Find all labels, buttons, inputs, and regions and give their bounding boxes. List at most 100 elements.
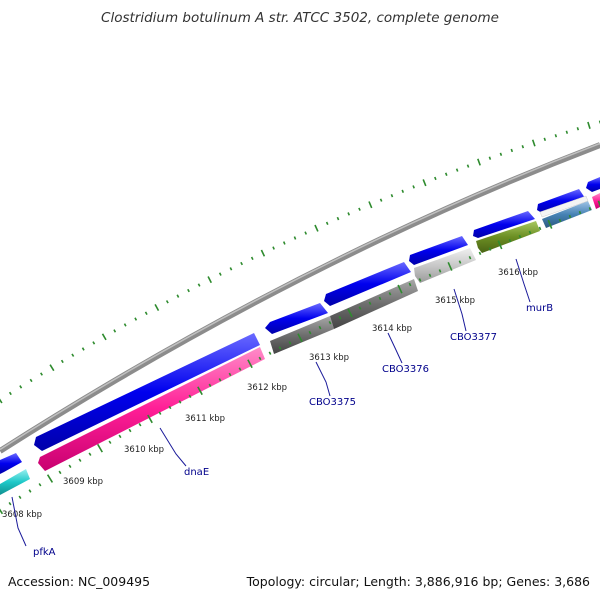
minor-tick (68, 464, 72, 469)
minor-tick (165, 300, 169, 304)
major-tick (477, 158, 481, 166)
kbp-label: 3609 kbp (63, 477, 103, 487)
minor-tick (250, 256, 254, 261)
cds-forward[interactable] (34, 333, 260, 451)
minor-tick (228, 372, 232, 377)
leader-line (453, 288, 467, 332)
minor-tick (218, 378, 222, 382)
minor-tick (28, 489, 32, 493)
minor-tick (568, 214, 572, 219)
major-tick (597, 200, 600, 208)
genome-backbone (0, 142, 600, 454)
kbp-label: 3614 kbp (372, 324, 412, 334)
minor-tick (401, 189, 405, 193)
minor-tick (108, 440, 112, 444)
gene-leader-lines (11, 258, 531, 547)
minor-tick (408, 282, 412, 287)
minor-tick (543, 137, 547, 142)
leader-line (515, 258, 531, 303)
major-tick (97, 443, 103, 453)
minor-tick (71, 353, 75, 357)
minor-tick (178, 400, 182, 404)
gene-CBO3375-feature[interactable] (270, 316, 334, 354)
cds-forward[interactable] (324, 262, 411, 306)
minor-tick (278, 346, 282, 350)
minor-tick (188, 394, 192, 398)
kbp-label: 3611 kbp (185, 414, 225, 424)
minor-tick (576, 127, 580, 131)
minor-tick (40, 372, 43, 376)
gene-steel-feature[interactable] (542, 201, 592, 228)
minor-tick (488, 247, 492, 251)
cds-forward[interactable] (586, 177, 600, 192)
minor-tick (187, 288, 190, 293)
minor-tick (528, 230, 532, 235)
major-tick (314, 224, 319, 232)
major-tick (0, 398, 3, 404)
minor-tick (113, 329, 117, 333)
minor-tick (378, 296, 382, 301)
major-tick (347, 308, 353, 318)
major-tick (247, 359, 253, 369)
minor-tick (338, 316, 342, 320)
minor-tick (388, 292, 392, 296)
gene-label-murB[interactable]: murB (526, 303, 553, 314)
kbp-label: 3615 kbp (435, 296, 475, 306)
gene-murB-feature[interactable] (476, 221, 540, 253)
minor-tick (318, 325, 322, 330)
minor-tick (368, 301, 372, 305)
genome-backbone-highlight (0, 142, 600, 451)
minor-tick (176, 294, 180, 298)
minor-tick (218, 272, 222, 276)
minor-tick (78, 458, 82, 462)
minor-tick (518, 234, 522, 239)
gene-dnaE-feature[interactable] (38, 347, 265, 471)
major-tick (368, 201, 373, 209)
gene-label-pfkA[interactable]: pfkA (33, 547, 56, 558)
feature-separator (539, 195, 589, 218)
minor-tick (8, 391, 12, 396)
minor-tick (434, 176, 437, 181)
cds-forward[interactable] (537, 189, 585, 213)
minor-tick (123, 323, 127, 327)
cds-forward[interactable] (473, 211, 535, 238)
minor-tick (208, 383, 212, 387)
gene-pfkA-feature[interactable] (0, 469, 30, 495)
minor-tick (229, 267, 233, 271)
major-tick (197, 386, 203, 396)
minor-tick (458, 260, 462, 264)
gene-label-dnaE[interactable]: dnaE (184, 467, 209, 478)
minor-tick (455, 168, 459, 172)
minor-tick (565, 130, 569, 134)
minor-tick (428, 273, 432, 278)
minor-tick (138, 422, 142, 427)
minor-tick (444, 172, 448, 176)
major-tick (531, 139, 536, 147)
gene-label-CBO3376[interactable]: CBO3376 (382, 364, 429, 375)
major-tick (587, 121, 591, 129)
minor-tick (197, 283, 201, 287)
kbp-label: 3608 kbp (2, 510, 42, 520)
minor-tick (347, 212, 351, 216)
minor-tick (379, 198, 383, 202)
gene-label-CBO3377[interactable]: CBO3377 (450, 332, 497, 343)
major-tick (422, 179, 427, 187)
leader-line (315, 361, 331, 397)
outer-tick-ring (0, 120, 600, 404)
cds-forward[interactable] (0, 453, 22, 474)
minor-tick (8, 501, 12, 506)
minor-tick (466, 164, 470, 168)
minor-tick (168, 405, 172, 410)
leader-line (159, 427, 187, 467)
minor-tick (92, 341, 96, 345)
cds-forward[interactable] (265, 303, 328, 334)
gene-label-CBO3375[interactable]: CBO3375 (309, 397, 356, 408)
major-tick (154, 304, 160, 311)
gene-pink-feature[interactable] (592, 193, 600, 209)
cds-forward[interactable] (409, 236, 468, 265)
minor-tick (438, 269, 442, 273)
major-tick (447, 261, 453, 271)
minor-tick (308, 330, 312, 335)
minor-tick (328, 321, 332, 325)
